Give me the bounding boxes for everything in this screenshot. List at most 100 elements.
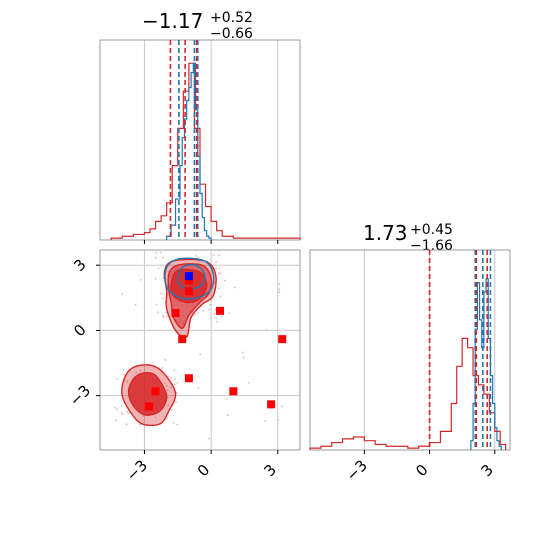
hist2-xtick-label-2: 3 [478, 461, 497, 480]
background-sample [125, 423, 128, 426]
background-sample [166, 417, 169, 420]
title-param1: −1.17 +0.52 −0.66 [142, 9, 253, 42]
background-sample [116, 408, 119, 411]
background-sample [208, 308, 210, 311]
background-sample [197, 386, 200, 389]
red-marker-6 [229, 387, 238, 396]
background-sample [127, 412, 130, 415]
background-sample [155, 251, 158, 254]
background-sample [264, 420, 267, 422]
joint-ytick-label-0: −3 [66, 381, 94, 409]
title-param1-lower: −0.66 [210, 26, 253, 42]
background-sample [154, 416, 157, 419]
background-sample [139, 279, 142, 281]
background-sample [164, 382, 167, 385]
title-param1-upper: +0.52 [210, 10, 253, 26]
red-contour-inner-2 [170, 268, 208, 304]
background-sample [159, 292, 162, 295]
joint-ytick-label-2: 3 [70, 255, 89, 274]
background-sample [123, 373, 126, 376]
red-marker-5 [184, 374, 193, 383]
red-contour-inner-4 [127, 371, 168, 416]
red-marker-4 [178, 335, 187, 344]
background-sample [277, 418, 280, 421]
background-sample [166, 315, 168, 318]
background-sample [217, 272, 220, 274]
hist1-blue-series [166, 62, 212, 240]
red-marker-1 [184, 287, 193, 296]
background-sample [278, 291, 281, 294]
red-marker-0 [184, 276, 193, 285]
hist1-frame [99, 39, 301, 241]
background-sample [214, 308, 217, 311]
background-sample [161, 314, 164, 317]
histogram-param2-panel [309, 249, 511, 454]
background-sample [197, 256, 199, 259]
background-sample [170, 408, 173, 411]
background-sample [241, 351, 244, 354]
blue-contour-inner-1 [177, 264, 206, 290]
background-sample [120, 405, 123, 407]
background-sample [215, 267, 217, 270]
title-param2-lower: −1.66 [410, 238, 453, 254]
background-sample [219, 272, 222, 275]
background-sample [175, 401, 177, 403]
background-sample [170, 377, 172, 379]
background-sample [217, 287, 220, 290]
red-marker-7 [267, 400, 276, 409]
background-sample [134, 303, 137, 306]
background-sample [213, 312, 215, 315]
background-sample [265, 329, 268, 331]
background-sample [209, 317, 212, 320]
background-sample [157, 311, 159, 314]
background-sample [218, 267, 221, 270]
background-sample [126, 410, 129, 413]
background-sample [202, 310, 205, 312]
background-sample [217, 254, 220, 257]
background-sample [172, 421, 175, 424]
background-sample [215, 261, 217, 263]
background-sample [176, 381, 179, 384]
background-sample [115, 419, 118, 422]
joint-xtick-label-0: −3 [123, 456, 151, 484]
background-sample [166, 389, 169, 391]
background-sample [281, 405, 284, 408]
hist2-red-series [309, 337, 507, 450]
hist1-red-series [110, 62, 301, 240]
background-sample [155, 303, 158, 306]
joint-xtick-label-2: 3 [261, 461, 280, 480]
background-sample [278, 288, 281, 291]
background-sample [215, 317, 218, 319]
background-sample [226, 397, 228, 400]
background-sample [247, 381, 250, 384]
title-param2: 1.73 +0.45 −1.66 [363, 221, 453, 254]
background-sample [115, 378, 118, 381]
background-sample [216, 320, 218, 323]
background-sample [228, 312, 230, 315]
title-param1-median: −1.17 [142, 9, 203, 33]
background-sample [278, 283, 281, 286]
red-marker-10 [144, 402, 153, 411]
background-sample [161, 367, 164, 369]
background-sample [120, 412, 123, 415]
background-sample [199, 353, 201, 356]
background-sample [159, 251, 162, 254]
joint-frame [99, 249, 301, 451]
background-sample [173, 369, 176, 372]
background-sample [176, 423, 179, 426]
background-sample [142, 415, 145, 417]
background-sample [208, 437, 211, 440]
background-sample [162, 297, 165, 300]
background-sample [154, 256, 157, 259]
background-sample [126, 380, 129, 383]
background-sample [223, 279, 226, 282]
background-sample [194, 313, 197, 316]
background-sample [197, 312, 200, 314]
background-sample [209, 304, 211, 306]
background-sample [167, 404, 170, 407]
background-sample [135, 371, 138, 374]
background-sample [176, 391, 178, 394]
joint-ytick-label-1: 0 [70, 321, 89, 340]
hist2-xtick-label-0: −3 [343, 456, 371, 484]
